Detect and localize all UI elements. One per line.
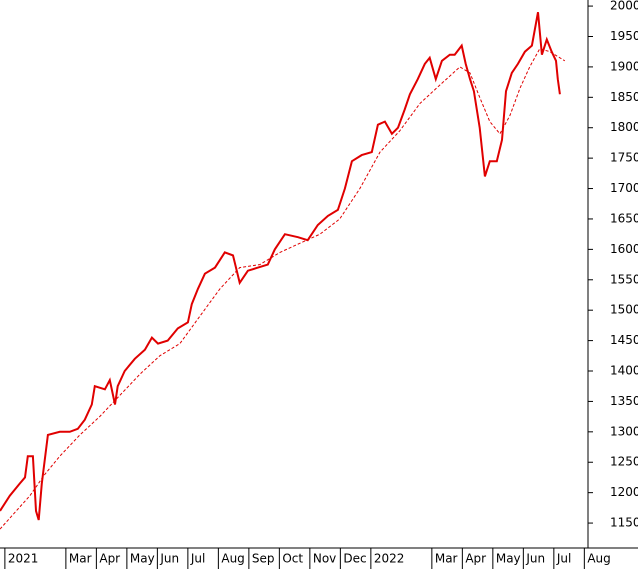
- y-tick-label: 1400: [610, 364, 638, 378]
- y-tick-label: 1150: [610, 516, 638, 530]
- x-tick-label: Apr: [465, 552, 486, 566]
- x-tick-label: Aug: [221, 552, 244, 566]
- x-tick-label: Jun: [159, 552, 179, 566]
- x-tick-label: May: [496, 552, 521, 566]
- y-tick-label: 1250: [610, 455, 638, 469]
- y-tick-label: 1550: [610, 272, 638, 286]
- x-tick-label: Aug: [587, 552, 610, 566]
- x-tick-label: Dec: [343, 552, 366, 566]
- y-tick-label: 1650: [610, 211, 638, 225]
- y-tick-label: 1350: [610, 394, 638, 408]
- y-tick-label: 1950: [610, 29, 638, 43]
- y-tick-label: 1900: [610, 59, 638, 73]
- x-tick-label: Mar: [435, 552, 458, 566]
- x-tick-label: 2021: [8, 552, 39, 566]
- y-tick-label: 1800: [610, 120, 638, 134]
- x-tick-label: Sep: [252, 552, 275, 566]
- y-tick-label: 1200: [610, 485, 638, 499]
- y-tick-label: 1600: [610, 242, 638, 256]
- y-tick-label: 1700: [610, 181, 638, 195]
- y-tick-label: 1750: [610, 151, 638, 165]
- x-tick-label: Jun: [525, 552, 545, 566]
- y-tick-label: 1300: [610, 424, 638, 438]
- x-tick-label: Nov: [313, 552, 336, 566]
- y-tick-label: 1850: [610, 90, 638, 104]
- y-tick-label: 2000: [610, 0, 638, 13]
- x-tick-label: May: [130, 552, 155, 566]
- x-tick-label: Jul: [556, 552, 571, 566]
- x-tick-label: Oct: [282, 552, 303, 566]
- y-tick-label: 1450: [610, 333, 638, 347]
- x-tick-label: Mar: [69, 552, 92, 566]
- y-tick-label: 1500: [610, 303, 638, 317]
- price-line: [0, 48, 566, 530]
- x-tick-label: Jul: [190, 552, 205, 566]
- x-tick-label: 2022: [374, 552, 405, 566]
- x-tick-label: Apr: [99, 552, 120, 566]
